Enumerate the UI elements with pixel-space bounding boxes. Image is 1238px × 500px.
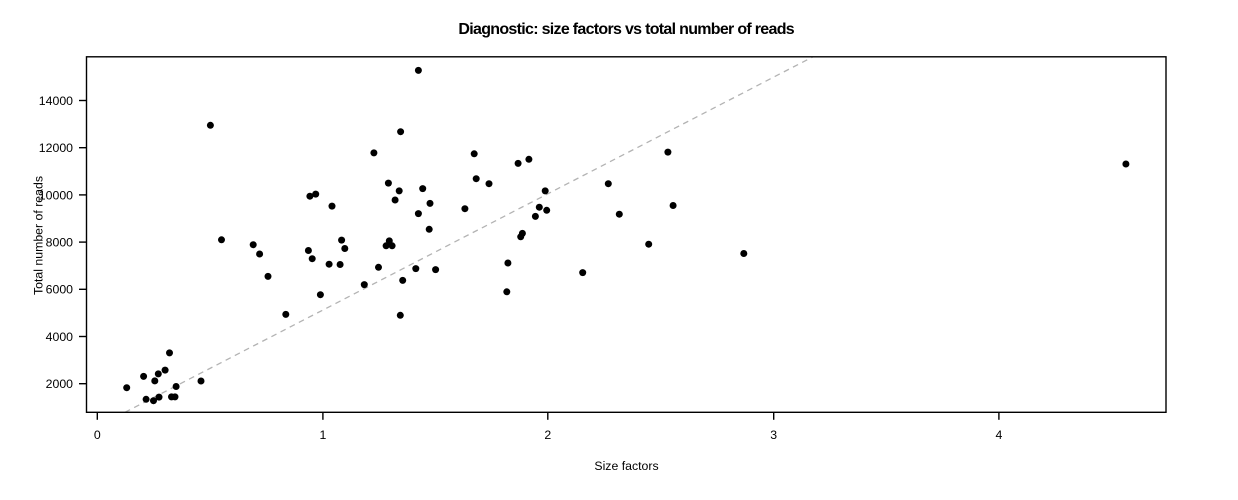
- svg-text:6000: 6000: [46, 283, 74, 297]
- svg-text:8000: 8000: [46, 236, 74, 250]
- svg-text:0: 0: [94, 428, 101, 442]
- svg-text:2000: 2000: [46, 377, 74, 391]
- svg-text:12000: 12000: [39, 141, 73, 155]
- svg-text:Diagnostic: size factors vs to: Diagnostic: size factors vs total number…: [458, 21, 794, 38]
- svg-text:14000: 14000: [39, 94, 73, 108]
- svg-text:4000: 4000: [46, 330, 74, 344]
- svg-text:3: 3: [770, 428, 777, 442]
- svg-text:4: 4: [995, 428, 1002, 442]
- svg-text:10000: 10000: [39, 188, 73, 202]
- svg-text:1: 1: [319, 428, 326, 442]
- svg-text:Size factors: Size factors: [594, 459, 658, 473]
- svg-text:Total number of reads: Total number of reads: [32, 176, 46, 295]
- svg-text:2: 2: [544, 428, 551, 442]
